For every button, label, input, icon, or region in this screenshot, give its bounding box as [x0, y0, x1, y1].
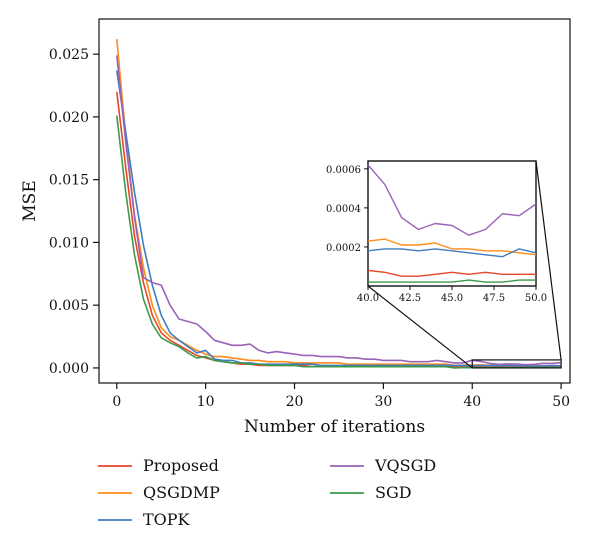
inset-series-line-vqsgd: [367, 164, 537, 236]
y-tick-label: 0.000: [49, 361, 89, 377]
inset-x-tick-label: 47.5: [483, 293, 505, 304]
y-tick-label: 0.020: [49, 110, 89, 126]
legend-item-proposed: Proposed: [98, 456, 219, 475]
x-tick-label: 50: [552, 394, 570, 410]
inset-series-line-sgd: [368, 279, 536, 283]
legend-label: Proposed: [143, 456, 219, 475]
y-tick-label: 0.005: [49, 298, 89, 314]
legend-item-sgd: SGD: [330, 483, 412, 502]
zoom-connector-right: [535, 160, 562, 360]
inset-series-line-proposed: [367, 269, 536, 277]
x-tick-label: 20: [286, 394, 304, 410]
x-tick-label: 0: [112, 394, 121, 410]
y-tick-label: 0.015: [49, 173, 89, 189]
legend-label: TOPK: [143, 510, 191, 529]
inset-series-line-topk: [367, 248, 537, 258]
x-tick-label: 10: [197, 394, 215, 410]
legend-item-qsgdmp: QSGDMP: [98, 483, 220, 502]
inset-x-tick-label: 40.0: [357, 293, 379, 304]
inset-x-tick-label: 50.0: [525, 293, 547, 304]
inset-x-tick-label: 45.0: [441, 293, 463, 304]
y-axis-title: MSE: [20, 180, 40, 221]
legend-label: QSGDMP: [143, 483, 220, 502]
inset-y-tick-label: 0.0004: [326, 204, 361, 215]
inset-y-tick-label: 0.0006: [326, 165, 361, 176]
x-tick-label: 30: [374, 394, 392, 410]
x-axis-title: Number of iterations: [244, 417, 425, 437]
zoom-region-box: [471, 359, 562, 369]
legend-label: SGD: [375, 483, 412, 502]
plot-frame: [98, 18, 571, 384]
x-tick-label: 40: [463, 394, 481, 410]
legend-label: VQSGD: [374, 456, 436, 475]
legend-item-topk: TOPK: [98, 510, 191, 529]
y-tick-label: 0.010: [49, 235, 89, 251]
inset-series-line-qsgdmp: [367, 238, 537, 256]
series-line-vqsgd: [116, 55, 562, 366]
legend-item-vqsgd: VQSGD: [330, 456, 436, 475]
inset-x-tick-label: 42.5: [399, 293, 421, 304]
zoom-connector-left: [367, 285, 473, 369]
y-tick-label: 0.025: [49, 47, 89, 63]
inset-y-tick-label: 0.0002: [326, 243, 361, 254]
series-line-topk: [116, 70, 562, 367]
inset-frame: [367, 160, 537, 287]
